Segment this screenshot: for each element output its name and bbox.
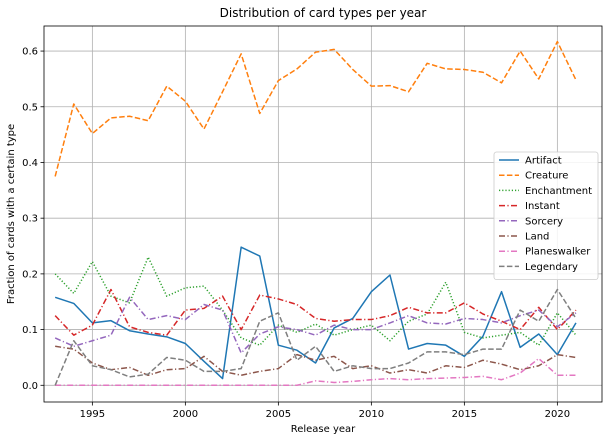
legend-label-artifact: Artifact bbox=[525, 156, 562, 167]
x-tick-label: 1995 bbox=[80, 409, 105, 420]
legend-label-planeswalker: Planeswalker bbox=[525, 247, 591, 258]
legend-label-sorcery: Sorcery bbox=[525, 216, 563, 227]
x-tick-label: 2020 bbox=[545, 409, 570, 420]
y-tick-label: 0.1 bbox=[22, 325, 38, 336]
y-axis-label: Fraction of cards with a certain type bbox=[6, 124, 17, 304]
x-axis-label: Release year bbox=[291, 424, 356, 435]
series-line-legendary bbox=[54, 288, 577, 386]
legend-label-legendary: Legendary bbox=[525, 262, 578, 273]
y-tick-label: 0.4 bbox=[22, 158, 38, 169]
series-line-land bbox=[55, 345, 577, 377]
plot-frame bbox=[43, 25, 603, 403]
legend-label-instant: Instant bbox=[525, 201, 560, 212]
series-line-sorcery bbox=[54, 296, 577, 354]
x-tick-label: 2015 bbox=[452, 409, 477, 420]
x-tick-label: 2000 bbox=[173, 409, 198, 420]
y-tick-label: 0.5 bbox=[22, 102, 38, 113]
series-line-planeswalker bbox=[55, 357, 576, 387]
x-tick-label: 2010 bbox=[359, 409, 384, 420]
y-tick-label: 0.6 bbox=[22, 47, 38, 58]
y-tick-label: 0.0 bbox=[22, 381, 38, 392]
legend-label-enchantment: Enchantment bbox=[525, 186, 592, 197]
legend-box bbox=[493, 151, 599, 280]
legend-label-creature: Creature bbox=[525, 171, 568, 182]
y-axis-ticks: 0.0 0.1 0.2 0.3 0.4 0.5 0.6 bbox=[22, 47, 44, 392]
x-tick-label: 2005 bbox=[266, 409, 291, 420]
series-lines bbox=[54, 40, 577, 387]
x-axis-ticks: 1995 2000 2005 2010 2015 2020 bbox=[80, 402, 570, 420]
series-line-enchantment bbox=[54, 256, 577, 346]
legend: Artifact Creature Enchantment Instant Sorcer… bbox=[493, 151, 599, 280]
y-tick-label: 0.3 bbox=[22, 214, 38, 225]
legend-label-land: Land bbox=[525, 232, 549, 243]
y-tick-label: 0.2 bbox=[22, 269, 38, 280]
series-line-creature bbox=[54, 40, 577, 177]
chart-title: Distribution of card types per year bbox=[220, 6, 427, 20]
